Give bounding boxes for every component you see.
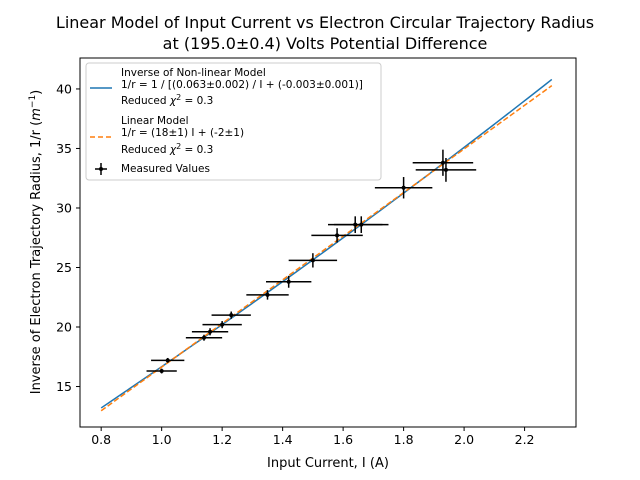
measured-point (202, 321, 242, 329)
legend-linear-chi-prefix: Reduced (121, 144, 170, 156)
legend-nonlinear-title: Inverse of Non-linear Model (121, 67, 266, 79)
y-tick-label: 40 (56, 81, 72, 96)
x-tick-label: 2.2 (515, 432, 535, 447)
measured-point (334, 216, 389, 233)
y-tick-label: 20 (56, 320, 72, 335)
y-axis-label-unit: m (29, 108, 44, 121)
data-point-marker (220, 322, 225, 327)
legend-nonlinear-equation: 1/r = 1 / [(0.063±0.002) / I + (-0.003±0… (121, 79, 363, 91)
y-tick-label: 35 (56, 141, 72, 156)
model-lines (100, 78, 553, 412)
y-axis-label-close: ) (29, 90, 44, 95)
x-tick-label: 0.8 (91, 432, 111, 447)
legend-linear-title: Linear Model (121, 115, 189, 127)
legend-nonlinear-chi-prefix: Reduced (121, 95, 170, 107)
measured-point (146, 368, 177, 374)
data-point-marker (159, 369, 164, 374)
data-point-marker (202, 335, 206, 340)
y-tick-label: 15 (56, 379, 72, 394)
measured-point (211, 311, 251, 319)
data-point-marker (359, 222, 364, 227)
legend-linear-chi: Reduced χ2 = 0.3 (121, 142, 213, 156)
measured-point (412, 149, 474, 176)
legend-nonlinear-chi-suffix: = 0.3 (181, 95, 213, 107)
measured-point (191, 328, 229, 336)
y-axis: 15 20 25 30 35 40 (56, 81, 80, 394)
x-tick-label: 1.6 (333, 432, 353, 447)
y-axis-label-main: Inverse of Electron Trajectory Radius, 1… (29, 121, 44, 395)
x-tick-label: 1.2 (212, 432, 232, 447)
measured-point (415, 157, 477, 182)
x-axis: 0.8 1.0 1.2 1.4 1.6 1.8 2.0 2.2 (91, 427, 535, 447)
chart-title-line1: Linear Model of Input Current vs Electro… (56, 13, 594, 32)
y-tick-label: 25 (56, 260, 72, 275)
x-tick-label: 1.8 (394, 432, 414, 447)
data-point-marker (208, 329, 213, 334)
x-tick-label: 2.0 (454, 432, 474, 447)
measured-point (151, 357, 185, 363)
legend-nonlinear-chi-symbol: χ (169, 95, 177, 107)
data-point-marker (229, 313, 234, 318)
data-point-marker (335, 233, 340, 238)
measured-point (266, 275, 312, 288)
measured-point (311, 228, 363, 243)
data-point-marker (401, 185, 406, 190)
axes-frame (79, 57, 577, 428)
measured-point (185, 334, 223, 341)
legend-linear-equation: 1/r = (18±1) I + (-2±1) (121, 127, 244, 139)
x-tick-label: 1.0 (152, 432, 172, 447)
measured-points (146, 149, 477, 374)
measured-point (374, 177, 433, 199)
linear-model-line (100, 85, 553, 412)
legend: Inverse of Non-linear Model 1/r = 1 / [(… (85, 62, 382, 181)
y-tick-label: 30 (56, 200, 72, 215)
legend-measured-swatch (95, 163, 107, 175)
chart-title-line2: at (195.0±0.4) Volts Potential Differenc… (163, 34, 488, 53)
legend-nonlinear-chi-exp: 2 (176, 93, 181, 102)
measured-point (288, 253, 338, 268)
x-tick-label: 1.4 (273, 432, 293, 447)
data-point-marker (310, 258, 315, 263)
legend-nonlinear-chi: Reduced χ2 = 0.3 (121, 93, 213, 107)
data-point-marker (440, 160, 445, 165)
legend-linear-chi-symbol: χ (169, 144, 177, 156)
data-point-marker (265, 292, 270, 297)
legend-linear-chi-suffix: = 0.3 (181, 144, 213, 156)
legend-linear-chi-exp: 2 (176, 142, 181, 151)
x-axis-label: Input Current, I (A) (267, 456, 389, 471)
data-point-marker (165, 358, 170, 363)
measured-point (246, 290, 289, 300)
data-point-marker (286, 279, 291, 284)
y-axis-label: Inverse of Electron Trajectory Radius, 1… (28, 90, 44, 395)
y-axis-label-exp: −1 (28, 95, 38, 108)
legend-measured-label: Measured Values (121, 163, 210, 175)
data-point-marker (443, 167, 448, 172)
legend-box (85, 62, 382, 181)
